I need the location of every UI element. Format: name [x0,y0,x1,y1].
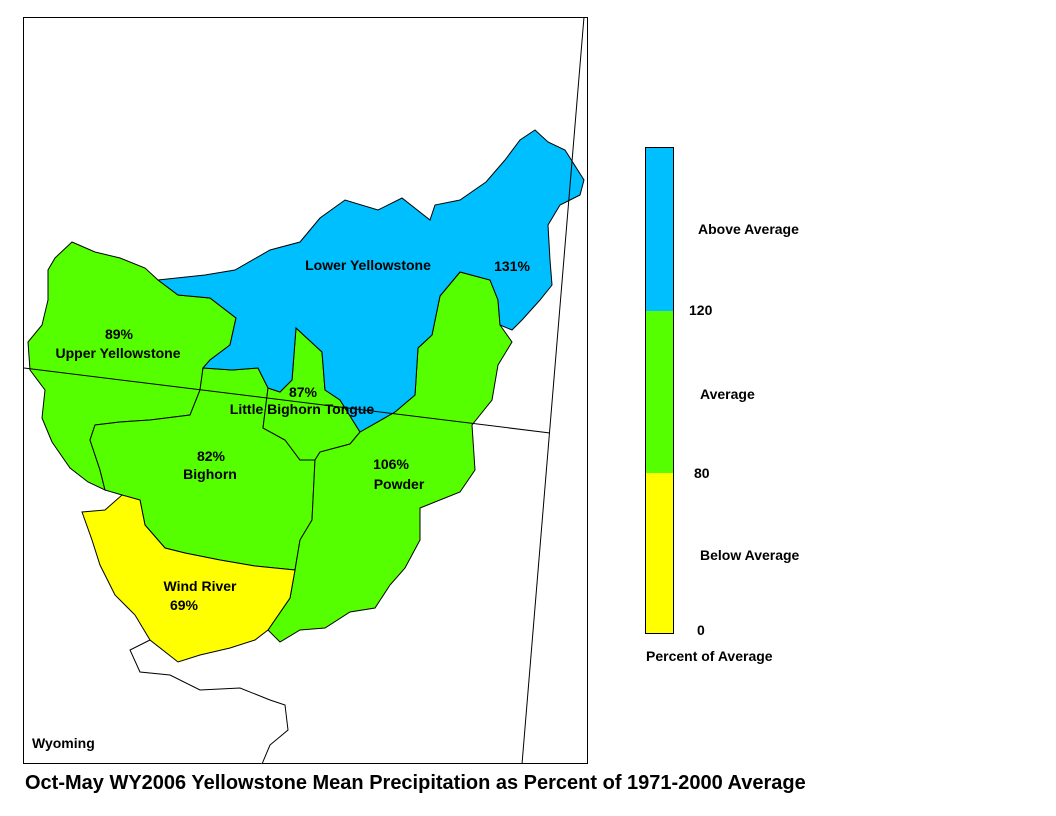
legend-tick-80: 80 [694,465,710,481]
label-powder-percent: 106% [373,456,409,472]
label-lower-yellowstone-name: Lower Yellowstone [305,257,431,273]
label-powder-name: Powder [374,476,425,492]
wind-river-outline [129,639,289,765]
state-boundary-line [23,367,551,434]
label-wind-river-percent: 69% [170,597,199,613]
east-boundary-line [521,16,585,765]
label-bighorn-percent: 82% [197,448,226,464]
legend-color-bar [645,147,674,634]
label-little-bighorn-tongue-name: Little Bighorn Tongue [230,401,375,417]
legend-label-above: Above Average [698,221,799,237]
basin-lower-yellowstone[interactable] [156,129,585,433]
legend-swatch-above [646,148,673,311]
label-upper-yellowstone-name: Upper Yellowstone [56,345,181,361]
legend-caption: Percent of Average [646,648,773,664]
label-wind-river-name: Wind River [164,578,238,594]
legend-swatch-below [646,473,673,633]
legend-label-below: Below Average [700,547,800,563]
legend-label-average: Average [700,386,755,402]
label-bighorn-name: Bighorn [183,466,237,482]
label-little-bighorn-tongue-percent: 87% [289,384,318,400]
legend-tick-0: 0 [697,622,705,638]
legend-tick-120: 120 [689,302,713,318]
label-upper-yellowstone-percent: 89% [105,326,134,342]
legend-swatch-average [646,311,673,473]
basin-wind-river[interactable] [81,494,296,663]
label-lower-yellowstone-percent: 131% [494,258,530,274]
state-label: Wyoming [32,735,95,751]
page-title: Oct-May WY2006 Yellowstone Mean Precipit… [25,772,806,794]
